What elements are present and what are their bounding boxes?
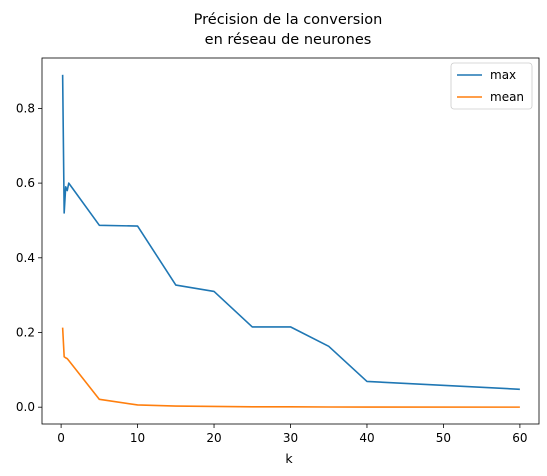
chart-title-line-2: en réseau de neurones xyxy=(205,32,372,48)
x-tick-label: 40 xyxy=(359,431,374,445)
y-axis: 0.0 0.2 0.4 0.6 0.8 xyxy=(16,101,42,414)
legend: max mean xyxy=(450,62,533,110)
legend-label-max: max xyxy=(490,68,516,82)
x-tick-label: 10 xyxy=(130,431,145,445)
y-tick-label: 0.4 xyxy=(16,251,35,265)
series-line-max xyxy=(61,74,520,391)
x-tick-label: 60 xyxy=(512,431,527,445)
x-tick-label: 50 xyxy=(436,431,451,445)
chart-title-line-1: Précision de la conversion xyxy=(194,12,383,28)
x-tick-label: 0 xyxy=(57,431,65,445)
y-tick-label: 0.2 xyxy=(16,326,35,340)
legend-label-mean: mean xyxy=(490,90,524,104)
series-line-mean xyxy=(61,327,520,408)
x-tick-label: 30 xyxy=(283,431,298,445)
y-tick-label: 0.6 xyxy=(16,176,35,190)
plot-frame xyxy=(41,57,540,425)
y-tick-label: 0.8 xyxy=(16,101,35,115)
x-tick-label: 20 xyxy=(206,431,221,445)
plot-area xyxy=(61,74,520,408)
y-tick-label: 0.0 xyxy=(16,400,35,414)
x-axis-label: k xyxy=(285,451,293,466)
x-axis: 0 10 20 30 40 50 60 xyxy=(57,424,528,445)
